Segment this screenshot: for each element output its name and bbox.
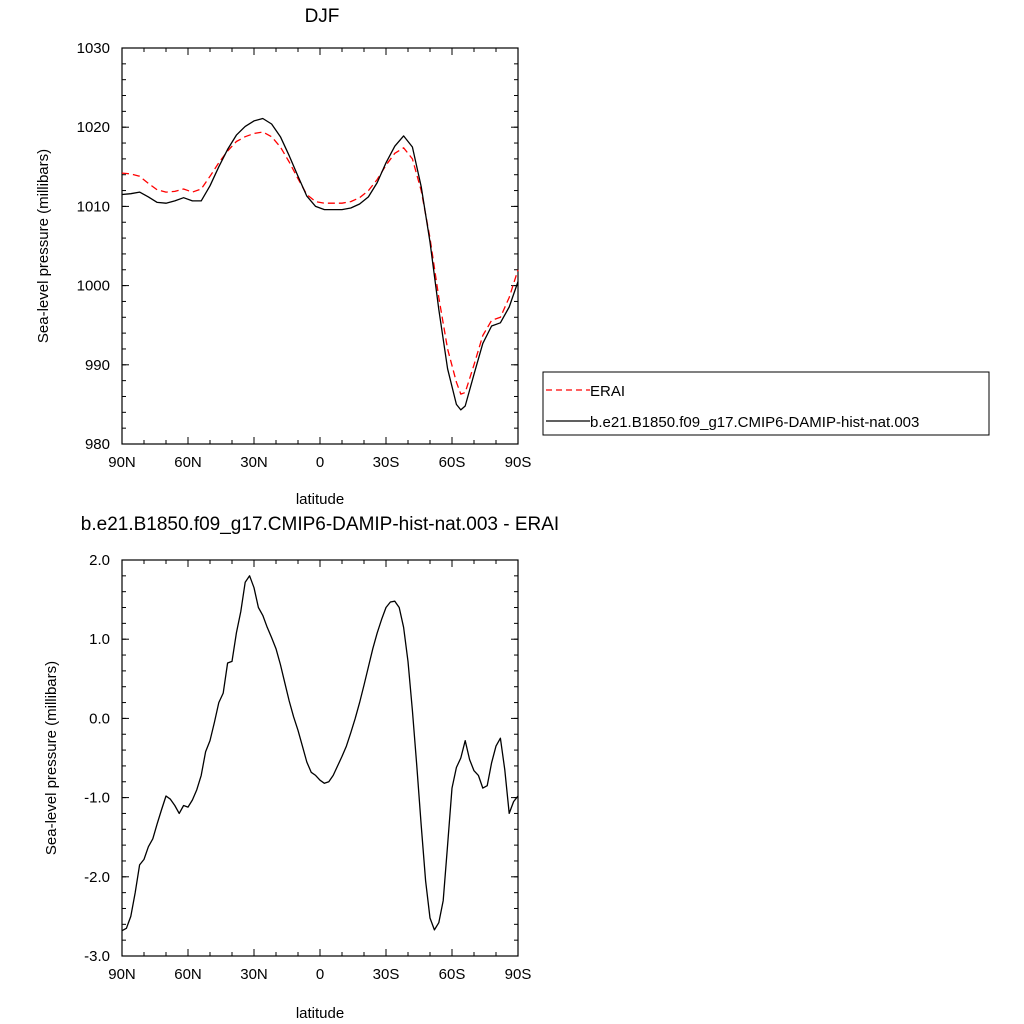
legend-box — [542, 371, 990, 436]
x-tick-label: 60S — [439, 454, 466, 471]
y-tick-label: 990 — [85, 357, 110, 374]
y-tick-label: -2.0 — [84, 869, 110, 886]
x-tick-label: 30S — [373, 966, 400, 983]
axis-ticks: 90N 60N 30N 0 30S 60S 90S 980 990 1000 1010 1020 103… — [77, 40, 532, 471]
y-tick-label: 0.0 — [89, 710, 110, 727]
series-group — [121, 117, 519, 411]
series-line-0 — [121, 131, 519, 395]
y-tick-label: 1010 — [77, 198, 110, 215]
legend: ERAI b.e21.B1850.f09_g17.CMIP6-DAMIP-his… — [542, 371, 990, 436]
axis-ticks: 90N 60N 30N 0 30S 60S 90S -3.0 -2.0 -1.0 0.0 1.0 2.0 — [84, 552, 531, 983]
y-tick-label: -3.0 — [84, 948, 110, 965]
difference-panel: b.e21.B1850.f09_g17.CMIP6-DAMIP-hist-nat… — [43, 514, 559, 1022]
x-tick-label: 90S — [505, 966, 532, 983]
y-tick-label: 1000 — [77, 278, 110, 295]
x-tick-label: 60S — [439, 966, 466, 983]
x-tick-label: 90N — [108, 966, 136, 983]
x-tick-label: 30N — [240, 966, 268, 983]
legend-label-erai: ERAI — [590, 383, 625, 400]
y-tick-label: 1020 — [77, 119, 110, 136]
djf-panel: DJF 90N 60N 30N 0 30S 60S 90S 980 990 1000 1010 102… — [35, 6, 990, 508]
x-tick-label: 30S — [373, 454, 400, 471]
x-tick-label: 90N — [108, 454, 136, 471]
y-tick-label: 1.0 — [89, 631, 110, 648]
series-line-1 — [121, 117, 519, 411]
y-tick-label: -1.0 — [84, 790, 110, 807]
x-tick-label: 0 — [316, 454, 324, 471]
x-axis-label: latitude — [296, 491, 344, 508]
x-tick-label: 60N — [174, 966, 202, 983]
legend-label-model: b.e21.B1850.f09_g17.CMIP6-DAMIP-hist-nat… — [590, 414, 919, 431]
y-tick-label: 980 — [85, 436, 110, 453]
y-tick-label: 1030 — [77, 40, 110, 57]
chart-title: b.e21.B1850.f09_g17.CMIP6-DAMIP-hist-nat… — [81, 514, 559, 535]
x-tick-label: 90S — [505, 454, 532, 471]
series-line-0 — [121, 575, 519, 932]
series-group — [121, 575, 519, 932]
x-tick-label: 0 — [316, 966, 324, 983]
x-tick-label: 60N — [174, 454, 202, 471]
x-tick-label: 30N — [240, 454, 268, 471]
y-axis-label: Sea-level pressure (millibars) — [35, 149, 52, 343]
y-axis-label: Sea-level pressure (millibars) — [43, 661, 60, 855]
plot-area-frame — [121, 47, 519, 445]
plot-area-frame — [121, 559, 519, 957]
x-axis-label: latitude — [296, 1005, 344, 1022]
y-tick-label: 2.0 — [89, 552, 110, 569]
chart-title: DJF — [305, 6, 340, 27]
